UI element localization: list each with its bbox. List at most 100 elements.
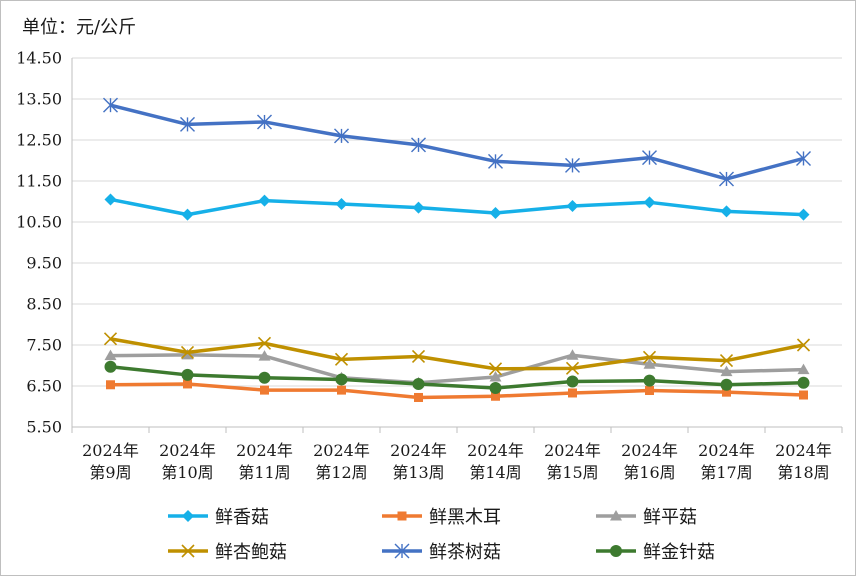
data-point xyxy=(489,370,502,382)
data-point xyxy=(489,206,502,219)
unit-label: 单位：元/公斤 xyxy=(22,17,136,38)
legend-label: 鲜平菇 xyxy=(643,507,697,528)
x-tick-label: 第10周 xyxy=(161,463,213,482)
data-point xyxy=(183,379,192,389)
data-point xyxy=(181,208,194,221)
data-point xyxy=(180,345,195,359)
legend-item: 鲜香菇 xyxy=(168,507,269,528)
data-point xyxy=(566,349,579,360)
data-point xyxy=(337,385,346,395)
data-point xyxy=(796,338,811,352)
data-point xyxy=(566,375,579,388)
data-point xyxy=(797,376,810,389)
x-tick-label: 第15周 xyxy=(546,463,598,482)
series-group xyxy=(103,97,811,402)
data-point xyxy=(491,391,500,401)
data-point xyxy=(103,97,118,113)
x-tick-label: 第13周 xyxy=(392,463,444,482)
data-point xyxy=(719,354,734,368)
series-line xyxy=(110,353,804,385)
x-tick-label: 第14周 xyxy=(469,463,521,482)
y-tick-label: 14.50 xyxy=(16,49,62,68)
x-tick-label: 2024年 xyxy=(390,441,447,460)
legend-marker xyxy=(610,545,622,557)
y-tick-label: 10.50 xyxy=(16,213,62,232)
data-point xyxy=(411,349,426,364)
data-point xyxy=(645,386,654,396)
data-point xyxy=(643,374,656,387)
legend-label: 鲜香菇 xyxy=(215,507,269,528)
y-tick-label: 8.50 xyxy=(26,295,62,314)
data-point xyxy=(260,385,269,395)
legend-item: 鲜金针菇 xyxy=(596,542,715,563)
legend-label: 鲜黑木耳 xyxy=(429,507,501,528)
data-point xyxy=(643,358,656,369)
data-point xyxy=(488,153,503,169)
data-point xyxy=(103,332,118,346)
x-tick-label: 第17周 xyxy=(700,463,752,482)
data-point xyxy=(104,193,117,206)
data-point xyxy=(488,362,503,376)
data-point xyxy=(414,392,423,402)
data-point xyxy=(720,378,733,391)
data-point xyxy=(334,128,349,144)
legend-marker xyxy=(397,511,407,521)
series-6 xyxy=(104,360,810,395)
data-point xyxy=(181,368,194,381)
y-tick-label: 5.50 xyxy=(26,418,62,437)
legend-label: 鲜茶树菇 xyxy=(429,542,501,563)
data-point xyxy=(565,361,580,375)
data-point xyxy=(258,350,271,361)
legend-item: 鲜平菇 xyxy=(596,507,697,528)
series-line xyxy=(110,197,804,217)
data-point xyxy=(799,390,808,400)
data-point xyxy=(565,157,580,173)
x-tick-label: 第18周 xyxy=(777,463,829,482)
data-point xyxy=(257,336,272,350)
data-point xyxy=(719,171,734,187)
series-2 xyxy=(106,379,808,402)
data-point xyxy=(722,387,731,397)
y-tick-label: 9.50 xyxy=(26,254,62,273)
x-tick-label: 2024年 xyxy=(775,441,832,460)
series-line xyxy=(110,337,804,371)
y-tick-label: 11.50 xyxy=(16,172,62,191)
data-point xyxy=(104,349,117,361)
x-tick-label: 2024年 xyxy=(621,441,678,460)
legend-marker xyxy=(181,544,195,558)
legend-label: 鲜杏鲍菇 xyxy=(215,542,287,563)
data-point xyxy=(104,360,117,373)
x-tick-label: 2024年 xyxy=(159,441,216,460)
data-point xyxy=(411,137,426,153)
x-tick-label: 第12周 xyxy=(315,463,367,482)
x-tick-label: 2024年 xyxy=(698,441,755,460)
data-point xyxy=(720,365,733,377)
data-point xyxy=(412,377,425,390)
data-point xyxy=(257,114,272,130)
data-point xyxy=(412,201,425,214)
data-point xyxy=(566,200,579,213)
series-5 xyxy=(103,97,811,187)
legend-label: 鲜金针菇 xyxy=(643,542,715,563)
axes xyxy=(71,58,843,433)
legend-item: 鲜黑木耳 xyxy=(382,507,501,528)
legend-marker xyxy=(394,543,410,559)
data-point xyxy=(489,382,502,395)
series-line xyxy=(110,103,804,181)
y-tick-label: 6.50 xyxy=(26,377,62,396)
data-point xyxy=(643,196,656,209)
legend-item: 鲜茶树菇 xyxy=(382,542,501,563)
series-line xyxy=(110,382,804,400)
data-point xyxy=(180,116,195,132)
data-point xyxy=(720,205,733,218)
data-point xyxy=(797,363,810,375)
y-axis-tick-labels: 14.50 13.50 12.50 11.50 10.50 9.50 8.50 7.50 6.5… xyxy=(16,49,62,437)
legend-marker xyxy=(610,510,622,521)
x-tick-label: 第16周 xyxy=(623,463,675,482)
data-point xyxy=(797,208,810,221)
data-point xyxy=(335,373,348,386)
legend-item: 鲜杏鲍菇 xyxy=(168,542,287,563)
